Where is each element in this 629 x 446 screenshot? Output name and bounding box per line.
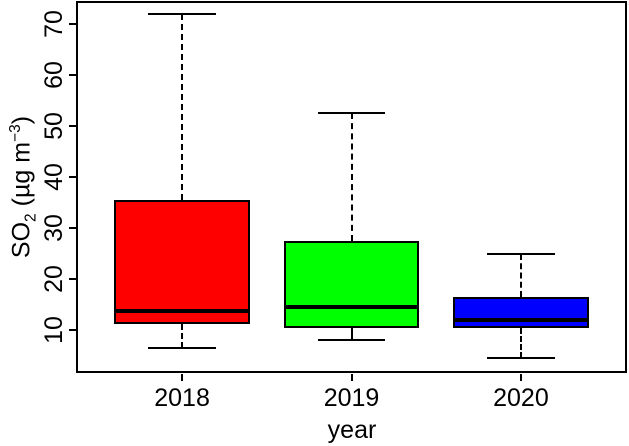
y-axis-tick [69,22,76,25]
lower-whisker-line [181,324,184,348]
lower-whisker-line [519,328,522,359]
x-axis-tick [350,374,353,381]
upper-whisker-cap [317,112,386,115]
upper-whisker-line [181,13,184,200]
y-axis-tick [69,278,76,281]
y-tick-label: 40 [40,163,68,191]
plot-frame [76,1,627,373]
y-tick-label: 50 [40,112,68,140]
y-tick-label: 30 [40,214,68,242]
y-axis-tick [69,73,76,76]
y-tick-label: 10 [40,316,68,345]
y-axis-label-units: (µg m [7,141,36,214]
y-axis-label-superscript: −3 [7,124,24,142]
y-axis-tick [69,176,76,179]
lower-whisker-cap [317,339,386,342]
x-axis-tick [181,374,184,381]
lower-whisker-cap [148,346,216,349]
y-axis-label-subscript: 2 [22,213,40,222]
y-axis-label-base: SO [7,221,36,259]
box-2019 [283,240,420,328]
x-axis-label: year [327,416,377,444]
median-line-2019 [285,304,418,309]
upper-whisker-line [350,113,353,241]
box-2018 [114,200,250,324]
x-tick-label: 2018 [154,384,210,412]
upper-whisker-cap [487,252,555,255]
median-line-2018 [116,308,248,313]
y-tick-label: 70 [40,10,68,38]
y-axis-tick [69,329,76,332]
x-axis-tick [519,374,522,381]
lower-whisker-cap [487,357,555,360]
upper-whisker-cap [148,12,216,15]
y-tick-label: 20 [40,265,68,293]
y-axis-label: SO2 (µg m−3) [1,92,39,282]
y-axis-tick [69,227,76,230]
median-line-2020 [455,317,587,322]
x-tick-label: 2019 [323,384,380,412]
box-2020 [453,297,589,329]
y-axis-label-close: ) [7,115,36,125]
y-axis-tick [69,125,76,127]
lower-whisker-line [350,327,353,341]
upper-whisker-line [519,253,522,298]
x-tick-label: 2020 [493,384,549,412]
